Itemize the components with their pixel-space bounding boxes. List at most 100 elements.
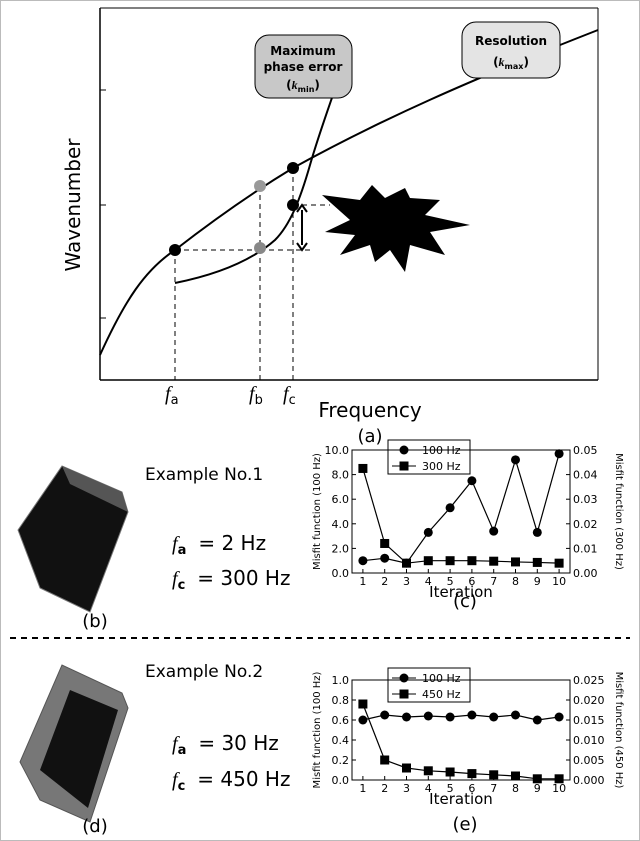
panel-a: Maximum phase error (kmin) Resolution (k…	[61, 7, 599, 447]
marker	[489, 770, 499, 780]
symbol: f	[172, 769, 180, 791]
callout-note: (kmax)	[493, 55, 529, 71]
marker	[532, 557, 542, 567]
model-face	[40, 690, 118, 808]
y2-tick-label: 0.05	[573, 444, 598, 457]
y-tick-label: 2.0	[332, 542, 350, 555]
subscript: a	[178, 743, 187, 758]
symbol: f	[172, 568, 180, 590]
marker	[423, 766, 433, 776]
x-tick-label: 2	[381, 575, 388, 588]
y-axis-label: Misfit function (100 Hz)	[312, 671, 323, 788]
panel-label: (a)	[357, 426, 382, 447]
point	[287, 199, 299, 211]
y2-tick-label: 0.03	[573, 493, 598, 506]
marker	[511, 557, 520, 567]
y2-tick-label: 0.04	[573, 469, 598, 482]
marker	[554, 449, 564, 459]
y2-tick-label: 0.015	[573, 714, 605, 727]
marker	[358, 556, 368, 566]
x-tick-label: 9	[534, 782, 541, 795]
callout-text: phase error	[264, 60, 343, 74]
y2-tick-label: 0.025	[573, 674, 605, 687]
point	[254, 242, 266, 254]
marker	[380, 553, 390, 563]
y-tick-label: 0.2	[332, 754, 350, 767]
legend-marker	[399, 461, 409, 471]
x-tick-label: 9	[534, 575, 541, 588]
subscript: a	[178, 543, 187, 558]
x-tick-label: 10	[552, 575, 566, 588]
example-1: Example No.1 fa = 2 Hz fc = 300 Hz (b)	[17, 465, 290, 632]
y-tick-label: 0.0	[332, 567, 350, 580]
marker	[532, 774, 542, 784]
subscript: b	[255, 393, 263, 408]
y2-tick-label: 0.005	[573, 754, 605, 767]
symbol: f	[283, 383, 291, 405]
marker	[532, 527, 542, 537]
panel-label: (b)	[82, 611, 107, 632]
marker	[423, 711, 433, 721]
y2-tick-label: 0.02	[573, 518, 598, 531]
paren: )	[523, 55, 528, 69]
y-tick-label: 0.8	[332, 694, 350, 707]
marker	[358, 715, 368, 725]
marker	[554, 558, 564, 568]
param: fa = 30 Hz	[172, 731, 279, 758]
subscript: max	[505, 62, 525, 71]
legend-box	[387, 439, 471, 475]
x-axis-label: Iteration	[429, 790, 493, 808]
legend-label: 100 Hz	[422, 444, 461, 457]
legend-marker	[399, 445, 409, 455]
symbol: k	[292, 78, 298, 92]
subscript: c	[289, 393, 296, 408]
y-tick-label: 0.4	[332, 734, 350, 747]
x-tick-label: 4	[425, 575, 432, 588]
marker	[380, 710, 390, 720]
series-line	[362, 714, 560, 721]
panel-label: (c)	[453, 591, 477, 612]
marker	[532, 715, 542, 725]
legend-marker	[399, 673, 409, 683]
marker	[358, 463, 368, 473]
marker	[554, 712, 564, 722]
y2-tick-label: 0.00	[573, 567, 598, 580]
marker	[467, 476, 477, 486]
y2-tick-label: 0.010	[573, 734, 605, 747]
x-tick-label: 5	[447, 575, 454, 588]
panel-label: (e)	[452, 814, 477, 835]
callout-box	[254, 34, 353, 99]
example-title: Example No.2	[145, 662, 263, 682]
marker	[467, 710, 477, 720]
plot-frame	[351, 679, 571, 781]
y-tick-label: 0.0	[332, 774, 350, 787]
y2-tick-label: 0.000	[573, 774, 605, 787]
subscript: min	[298, 85, 315, 94]
x-tick-label: 1	[359, 575, 366, 588]
point	[287, 162, 299, 174]
series-line	[362, 468, 560, 564]
callout-text: Resolution	[475, 34, 547, 48]
legend-label: 450 Hz	[422, 688, 461, 701]
x-tick-label: 3	[403, 575, 410, 588]
plot-frame	[351, 449, 571, 574]
marker	[489, 712, 499, 722]
y2-tick-label: 0.020	[573, 694, 605, 707]
x-tick-label: 1	[359, 782, 366, 795]
x-tick-label: 10	[552, 782, 566, 795]
subscript: a	[171, 393, 179, 408]
marker	[467, 556, 477, 566]
legend-label: 300 Hz	[422, 460, 461, 473]
y-axis-label: Wavenumber	[61, 138, 85, 272]
paren: (	[286, 78, 291, 92]
subscript: c	[178, 578, 186, 593]
marker	[402, 558, 411, 568]
point	[169, 244, 181, 256]
marker	[489, 526, 499, 536]
x-tick-label: 4	[425, 782, 432, 795]
x-tick-label: 3	[403, 782, 410, 795]
marker	[445, 503, 455, 513]
series-line	[362, 703, 560, 780]
symbol: f	[165, 383, 173, 405]
